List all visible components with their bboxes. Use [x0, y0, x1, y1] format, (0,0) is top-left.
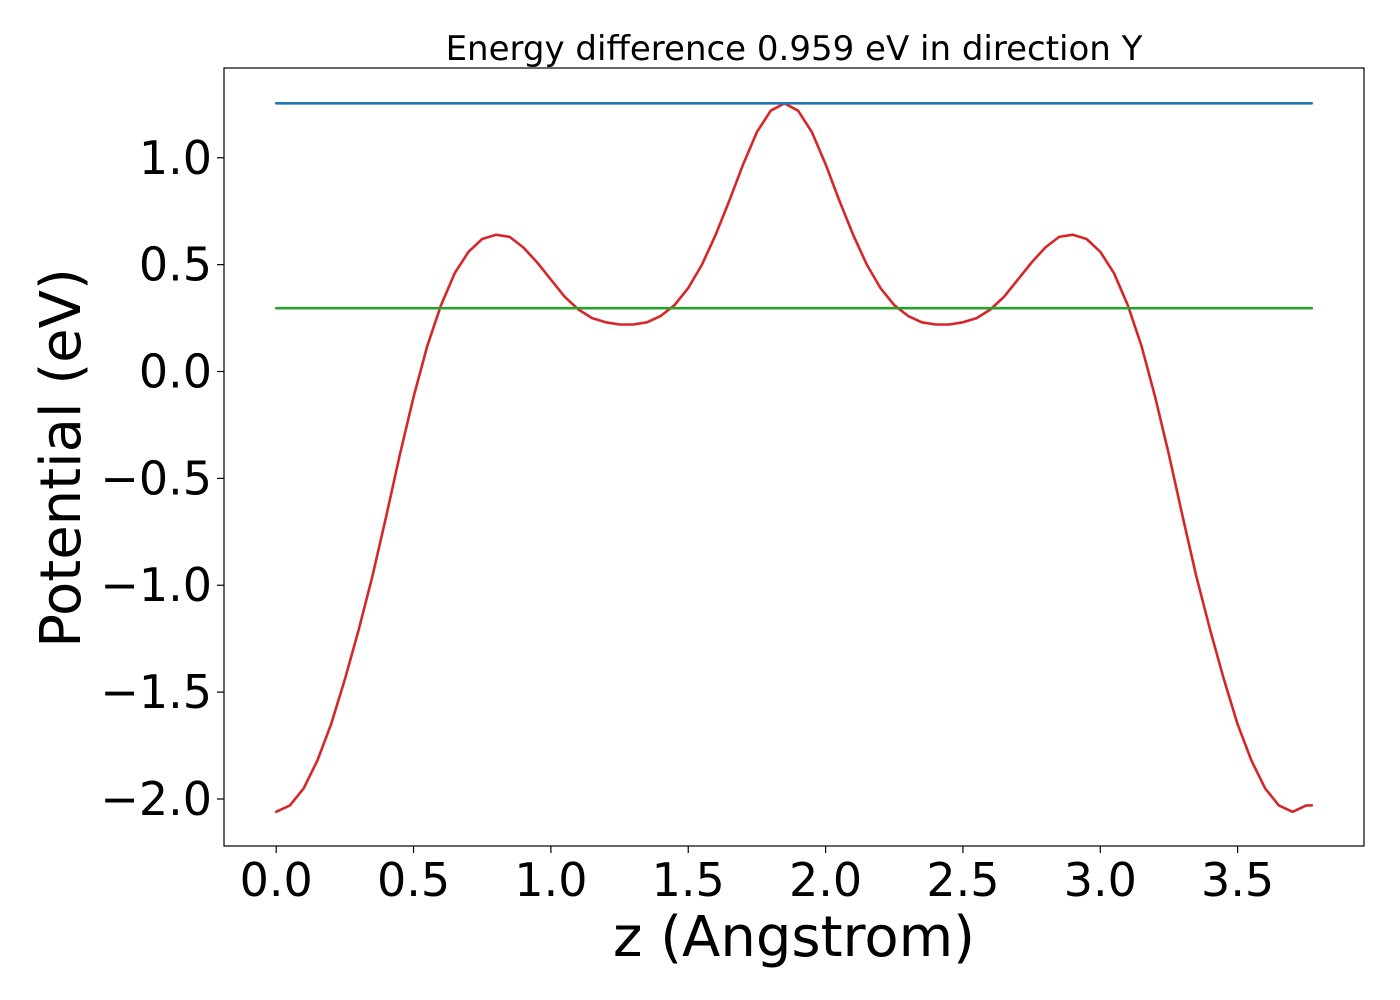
y-tick-label: −1.0 — [100, 558, 212, 612]
y-tick-label: 0.5 — [139, 238, 212, 292]
chart-title: Energy difference 0.959 eV in direction … — [446, 29, 1143, 69]
y-tick-label: 0.0 — [139, 345, 212, 399]
x-tick-label: 3.0 — [1064, 853, 1137, 907]
y-tick-label: −2.0 — [100, 772, 212, 826]
y-tick-label: −0.5 — [100, 451, 212, 505]
x-tick-label: 2.0 — [789, 853, 862, 907]
x-tick-label: 3.5 — [1201, 853, 1274, 907]
y-axis-label: Potential (eV) — [29, 268, 94, 648]
x-tick-label: 1.5 — [652, 853, 725, 907]
y-tick-label: −1.5 — [100, 665, 212, 719]
plot-frame — [223, 67, 1365, 847]
plot-area: 0.0 0.5 1.0 1.5 2.0 2.5 3.0 3.5 −2.0 −1.5 −1.0 −0.5… — [100, 67, 1365, 907]
x-tick-label: 1.0 — [514, 853, 587, 907]
y-tick-label: 1.0 — [139, 131, 212, 185]
series-line-0 — [274, 102, 1314, 814]
x-axis-label: z (Angstrom) — [613, 905, 975, 970]
x-tick-label: 2.5 — [926, 853, 999, 907]
x-tick-label: 0.5 — [377, 853, 450, 907]
x-tick-label: 0.0 — [240, 853, 313, 907]
